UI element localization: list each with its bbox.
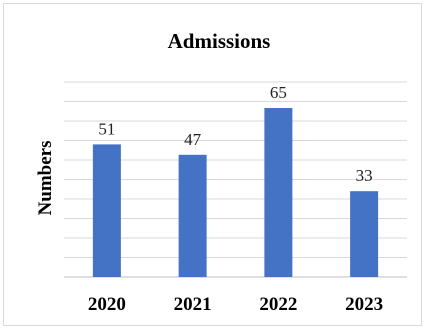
x-tick-labels: 2020 2021 2022 2023 — [88, 294, 383, 315]
data-labels: 51 47 65 33 — [98, 83, 372, 185]
bar-2021 — [178, 154, 207, 277]
x-tick-2022: 2022 — [259, 294, 297, 315]
data-label-2022: 65 — [270, 83, 287, 102]
x-tick-2021: 2021 — [174, 294, 212, 315]
chart-title: Admissions — [168, 29, 271, 53]
data-label-2023: 33 — [356, 166, 373, 185]
bars — [92, 108, 379, 277]
x-tick-2023: 2023 — [345, 294, 383, 315]
bar-2020 — [92, 144, 121, 277]
x-tick-2020: 2020 — [88, 294, 126, 315]
data-label-2021: 47 — [184, 130, 202, 149]
gridlines — [64, 81, 407, 278]
y-axis-label: Numbers — [35, 141, 56, 216]
bar-2022 — [264, 108, 293, 277]
bar-2023 — [350, 191, 379, 277]
data-label-2020: 51 — [98, 119, 115, 138]
